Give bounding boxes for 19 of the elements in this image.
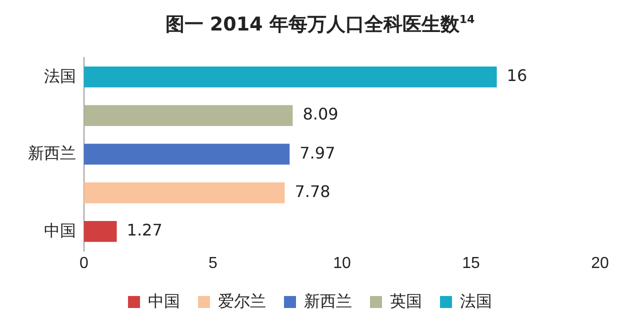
x-tick-label: 0 xyxy=(80,254,89,272)
chart-title: 图一 2014 年每万人口全科医生数$^{14}$ xyxy=(164,12,476,38)
y-tick-label: 新西兰 xyxy=(28,144,76,163)
x-tick-label: 10 xyxy=(333,254,351,272)
data-label: 16 xyxy=(506,66,528,86)
y-tick-label: 中国 xyxy=(44,222,76,240)
legend-label: 英国 xyxy=(390,292,422,310)
x-tick-label: 15 xyxy=(462,254,480,272)
data-label: 1.27 xyxy=(126,220,162,240)
data-label: 7.78 xyxy=(294,182,330,201)
data-label: 7.97 xyxy=(300,143,336,162)
legend-label: 爱尔兰 xyxy=(218,292,266,310)
legend-label: 法国 xyxy=(460,292,492,310)
legend-label: 新西兰 xyxy=(304,292,352,310)
y-tick-label: 法国 xyxy=(44,67,76,86)
data-label: 8.09 xyxy=(302,104,338,124)
x-tick-label: 5 xyxy=(208,254,218,272)
legend-label: 中国 xyxy=(148,292,180,310)
x-tick-label: 20 xyxy=(591,254,609,272)
